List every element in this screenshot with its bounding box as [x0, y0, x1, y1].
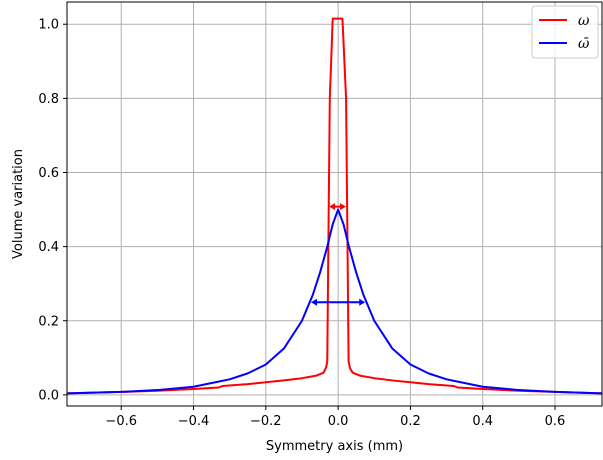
annotation-arrowhead-right	[340, 203, 347, 211]
plot-frame	[66, 1, 603, 407]
annotation-arrowhead-left	[311, 298, 318, 306]
series-line-1	[67, 208, 602, 395]
series-layer	[67, 17, 602, 395]
y-tick-label: 0.2	[38, 314, 59, 329]
y-tick-label: 1.0	[38, 18, 59, 33]
x-tick-label: −0.6	[105, 414, 137, 429]
x-tick-label: −0.4	[178, 414, 210, 429]
legend: ω ω̄	[531, 5, 599, 59]
x-tick-label: 0.6	[545, 414, 566, 429]
y-axis-label: Volume variation	[11, 149, 26, 259]
x-axis-label: Symmetry axis (mm)	[266, 439, 403, 454]
y-tick-label: 0.4	[38, 240, 59, 255]
x-tick-label: 0.2	[400, 414, 421, 429]
legend-label-omega: ω	[578, 13, 590, 29]
x-tick-label: −0.2	[250, 414, 282, 429]
y-tick-label: 0.8	[38, 92, 59, 107]
x-axis-ticks: −0.6 −0.4 −0.2 0.0 0.2 0.4 0.6	[105, 406, 565, 429]
y-tick-label: 0.0	[38, 388, 59, 403]
x-tick-label: 0.0	[328, 414, 349, 429]
legend-label-omega-bar: ω̄	[578, 36, 590, 52]
series-line-0	[67, 17, 602, 395]
grid	[67, 2, 602, 406]
annotation-layer	[311, 203, 366, 306]
y-axis-ticks: 0.0 0.2 0.4 0.6 0.8 1.0	[38, 18, 67, 403]
annotation-arrowhead-right	[359, 298, 366, 306]
annotation-arrowhead-left	[329, 203, 336, 211]
x-tick-label: 0.4	[472, 414, 493, 429]
y-tick-label: 0.6	[38, 166, 59, 181]
